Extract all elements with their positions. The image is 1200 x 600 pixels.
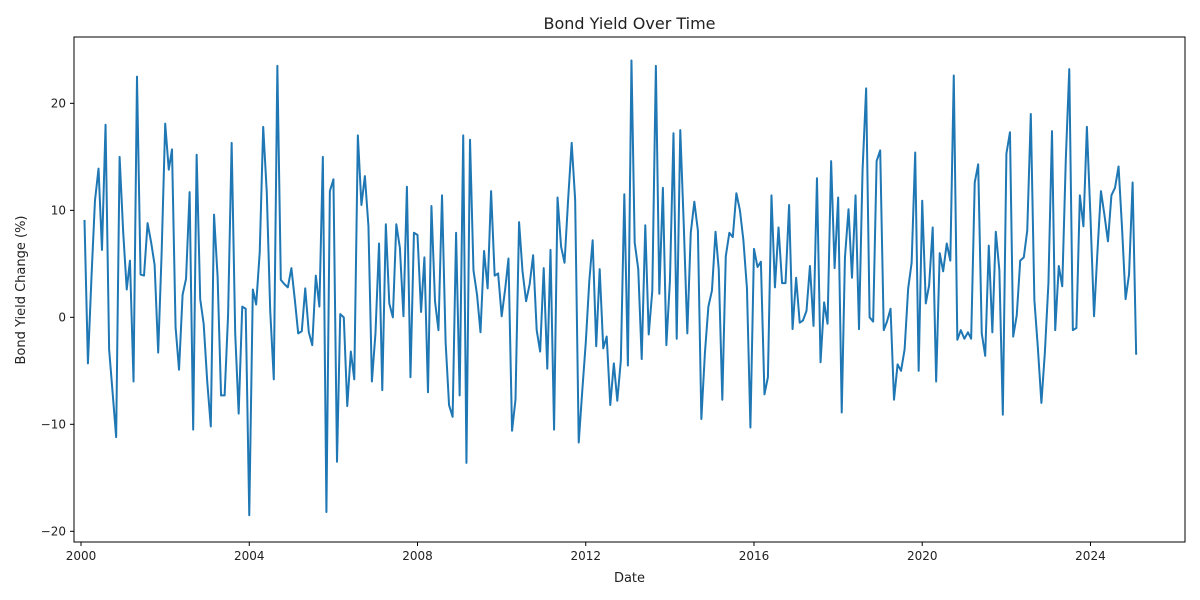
- x-tick-label: 2004: [234, 549, 265, 563]
- x-axis: 2000 2004 2008 2012 2016 2020 2024: [66, 542, 1106, 563]
- y-tick-label: −20: [41, 524, 66, 538]
- x-tick-label: 2000: [66, 549, 97, 563]
- x-tick-label: 2020: [907, 549, 938, 563]
- x-tick-label: 2012: [570, 549, 601, 563]
- y-axis-label: Bond Yield Change (%): [14, 216, 29, 365]
- y-tick-label: 10: [51, 203, 66, 217]
- series-line-0: [83, 59, 1138, 517]
- x-tick-label: 2008: [402, 549, 433, 563]
- y-tick-label: −10: [41, 417, 66, 431]
- plot-area: [83, 59, 1138, 517]
- x-tick-label: 2024: [1075, 549, 1106, 563]
- x-axis-label: Date: [614, 571, 645, 586]
- plot-frame: [73, 36, 1186, 543]
- y-tick-label: 20: [51, 96, 66, 110]
- y-tick-label: 0: [58, 310, 66, 324]
- y-axis: −20 −10 0 10 20: [41, 96, 74, 538]
- chart-title: Bond Yield Over Time: [543, 14, 715, 33]
- x-tick-label: 2016: [739, 549, 770, 563]
